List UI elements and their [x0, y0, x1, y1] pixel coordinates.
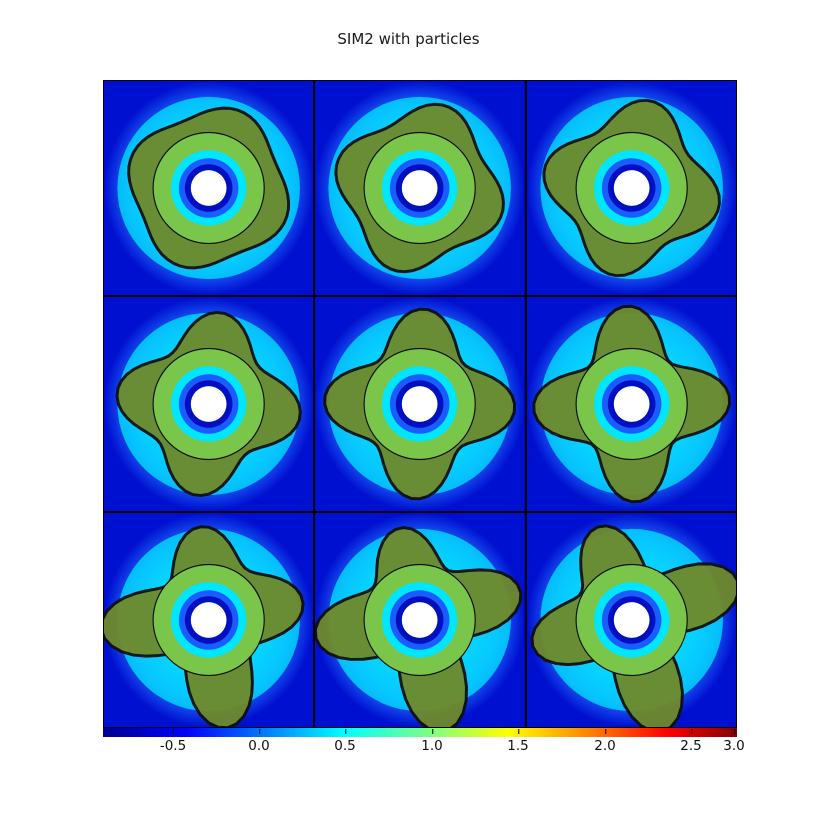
disk-image: [526, 81, 736, 295]
colorbar-tick-label: 2.0: [594, 729, 616, 754]
disk-image: [104, 513, 314, 727]
figure-title: SIM2 with particles: [337, 30, 480, 48]
simulation-panel: [525, 512, 737, 728]
simulation-panel: [103, 296, 315, 512]
disk-image: [315, 513, 525, 727]
colorbar-tick-label: -0.5: [159, 729, 187, 754]
simulation-panel: [525, 296, 737, 512]
colorbar-tick-label: 0.5: [334, 729, 356, 754]
disk-image: [104, 81, 314, 295]
simulation-panel: [314, 296, 526, 512]
colorbar-tick-label: 3.0: [723, 729, 745, 754]
disk-image: [526, 297, 736, 511]
disk-image: [526, 513, 736, 727]
simulation-panel: [103, 80, 315, 296]
colorbar-tick-label: 2.5: [680, 729, 702, 754]
colorbar-tick-label: 1.0: [421, 729, 443, 754]
simulation-panel: [314, 80, 526, 296]
disk-image: [104, 297, 314, 511]
disk-image: [315, 297, 525, 511]
simulation-panel: [314, 512, 526, 728]
simulation-panel: [525, 80, 737, 296]
simulation-panel: [103, 512, 315, 728]
colorbar: [103, 728, 737, 737]
colorbar-tick-label: 1.5: [507, 729, 529, 754]
disk-image: [315, 81, 525, 295]
colorbar-tick-label: 0.0: [248, 729, 270, 754]
panel-grid: [103, 80, 737, 728]
